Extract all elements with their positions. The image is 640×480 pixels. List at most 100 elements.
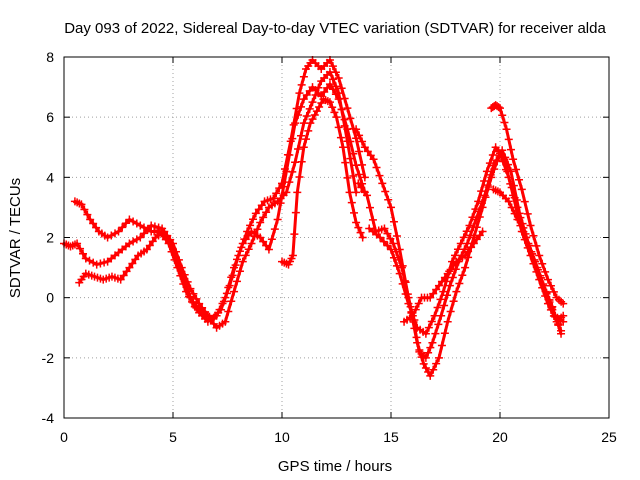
data-point bbox=[503, 167, 512, 176]
y-tick-label: 8 bbox=[46, 49, 54, 65]
data-point bbox=[440, 329, 449, 338]
data-point bbox=[215, 305, 224, 314]
data-point bbox=[238, 257, 247, 266]
data-point bbox=[288, 134, 297, 143]
data-point bbox=[89, 219, 98, 228]
data-point bbox=[543, 275, 552, 284]
data-point bbox=[421, 353, 430, 362]
data-point bbox=[426, 293, 435, 302]
series-points-track-9 bbox=[487, 101, 568, 308]
data-point bbox=[224, 283, 233, 292]
y-tick-label: 6 bbox=[46, 109, 54, 125]
data-point bbox=[154, 223, 163, 232]
data-point bbox=[114, 227, 123, 236]
data-point bbox=[308, 115, 317, 124]
x-tick-label: 20 bbox=[492, 429, 508, 445]
data-point bbox=[523, 209, 532, 218]
data-point bbox=[472, 235, 481, 244]
data-point bbox=[491, 143, 500, 152]
data-point bbox=[186, 284, 195, 293]
data-point bbox=[541, 267, 550, 276]
data-point bbox=[180, 270, 189, 279]
data-point bbox=[559, 299, 568, 308]
data-point bbox=[325, 80, 334, 89]
data-point bbox=[118, 223, 127, 232]
data-point bbox=[169, 239, 177, 248]
data-point bbox=[352, 125, 361, 134]
data-point bbox=[295, 173, 304, 182]
data-point bbox=[363, 147, 372, 156]
data-point bbox=[515, 175, 524, 184]
data-point bbox=[485, 159, 494, 168]
data-point bbox=[434, 320, 443, 329]
data-point bbox=[352, 218, 361, 227]
data-point bbox=[426, 343, 435, 352]
data-point bbox=[224, 307, 233, 316]
data-point bbox=[238, 239, 247, 248]
data-point bbox=[227, 273, 236, 282]
data-point bbox=[471, 205, 480, 214]
data-point bbox=[498, 111, 507, 120]
data-point bbox=[443, 269, 452, 278]
series-points-track-8 bbox=[400, 227, 487, 326]
data-point bbox=[244, 245, 253, 254]
data-point bbox=[73, 239, 82, 248]
data-point bbox=[163, 231, 172, 240]
data-point bbox=[285, 178, 294, 187]
data-point bbox=[328, 103, 337, 112]
data-point bbox=[203, 311, 212, 320]
data-point bbox=[357, 183, 366, 192]
data-point bbox=[528, 249, 537, 258]
data-point bbox=[517, 185, 526, 194]
data-point bbox=[412, 333, 421, 342]
data-point bbox=[376, 233, 385, 242]
data-point bbox=[96, 259, 105, 268]
data-point bbox=[294, 144, 303, 153]
data-point bbox=[267, 235, 276, 244]
data-point bbox=[482, 167, 491, 176]
data-point bbox=[461, 263, 470, 272]
data-point bbox=[92, 260, 101, 269]
data-point bbox=[221, 293, 230, 302]
data-point bbox=[328, 75, 337, 84]
data-point bbox=[429, 289, 438, 298]
data-point bbox=[325, 68, 334, 77]
data-point bbox=[358, 233, 367, 242]
data-point bbox=[305, 104, 314, 113]
data-point bbox=[386, 234, 395, 243]
data-point bbox=[440, 301, 449, 310]
data-point bbox=[512, 165, 521, 174]
data-point bbox=[352, 161, 361, 170]
data-point bbox=[253, 225, 262, 234]
data-point bbox=[427, 317, 436, 326]
data-point bbox=[355, 170, 364, 179]
series-line-track-8 bbox=[402, 230, 485, 324]
data-point bbox=[530, 257, 539, 266]
data-point bbox=[246, 221, 255, 230]
data-point bbox=[83, 210, 92, 219]
data-point bbox=[282, 188, 291, 197]
data-point bbox=[392, 232, 401, 241]
data-point bbox=[311, 90, 320, 99]
data-point bbox=[212, 311, 221, 320]
data-point bbox=[302, 112, 311, 121]
data-point bbox=[302, 135, 311, 144]
data-point bbox=[177, 263, 186, 272]
data-point bbox=[404, 299, 413, 308]
data-point bbox=[297, 157, 306, 166]
data-point bbox=[343, 104, 352, 113]
data-point bbox=[346, 154, 355, 163]
data-point bbox=[387, 245, 395, 254]
data-point bbox=[294, 111, 303, 120]
data-point bbox=[116, 275, 125, 284]
data-point bbox=[235, 247, 244, 256]
data-point bbox=[455, 279, 464, 288]
data-point bbox=[551, 311, 560, 320]
data-point bbox=[428, 338, 437, 347]
data-point bbox=[559, 311, 568, 320]
data-point bbox=[340, 121, 349, 130]
series-line-track-4 bbox=[280, 97, 365, 267]
data-point bbox=[308, 98, 317, 107]
data-point bbox=[522, 233, 531, 242]
data-point bbox=[443, 291, 452, 300]
